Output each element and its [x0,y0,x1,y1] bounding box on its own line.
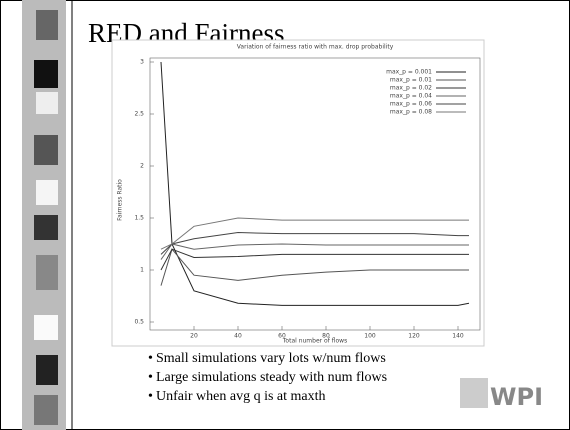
bullet-text: Small simulations vary lots w/num flows [156,351,386,366]
y-axis-label: Fairness Ratio [117,179,124,221]
bullet: • [148,370,153,385]
slide-canvas: RED and Fairness Variation of fairness r… [0,0,570,430]
logo-building [460,378,488,408]
chart-title: Variation of fairness ratio with max. dr… [237,44,394,51]
x-tick-label: 20 [190,333,198,340]
x-tick-label: 120 [408,333,420,340]
bullet: • [148,389,153,404]
legend-label: max_p = 0.08 [390,109,432,116]
y-tick-label: 1.5 [134,215,144,222]
slide: RED and Fairness Variation of fairness r… [0,0,570,430]
y-tick-label: 3 [140,59,144,66]
x-tick-label: 80 [322,333,330,340]
legend-label: max_p = 0.04 [390,93,432,100]
legend-label: max_p = 0.06 [390,101,432,108]
y-tick-label: 1 [140,267,144,274]
bullet-text: Large simulations steady with num flows [156,370,387,385]
legend-label: max_p = 0.02 [390,85,432,92]
x-tick-label: 140 [452,333,464,340]
bullet: • [148,351,153,366]
y-tick-label: 2 [140,163,144,170]
decorative-stripe [22,0,72,430]
x-axis-label: Total number of flows [282,338,347,345]
logo: WPI [490,383,543,411]
x-tick-label: 100 [364,333,376,340]
y-tick-label: 0.5 [134,319,144,326]
x-tick-label: 60 [278,333,286,340]
legend-label: max_p = 0.01 [390,77,432,84]
bullet-text: Unfair when avg q is at maxth [156,389,326,404]
legend-label: max_p = 0.001 [386,69,432,76]
y-tick-label: 2.5 [134,111,144,118]
x-tick-label: 40 [234,333,242,340]
